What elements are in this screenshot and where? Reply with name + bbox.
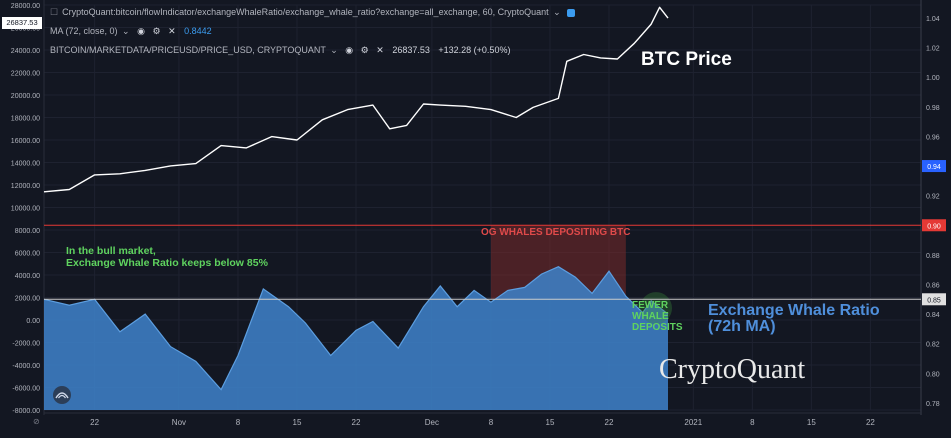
right-axis-tick: 0.80 (926, 371, 940, 378)
corner-z-icon: ⊘ (33, 417, 40, 426)
chevron-down-icon[interactable]: ⌄ (330, 45, 338, 55)
fewer-deposits-highlight (640, 292, 673, 325)
right-axis-tick: 0.88 (926, 253, 940, 260)
right-axis-tick: 0.82 (926, 342, 940, 349)
eye-icon[interactable]: ◉ (137, 26, 145, 36)
eye-icon[interactable]: ◉ (345, 45, 354, 55)
indicator-source-text: CryptoQuant:bitcoin/flowIndicator/exchan… (62, 7, 549, 17)
btc-price-label: BTC Price (641, 49, 732, 70)
left-axis: 28000.00 26000.00 24000.00 22000.00 20000.00… (11, 3, 40, 415)
x-axis-tick: Dec (425, 418, 439, 427)
left-axis-tick: -4000.00 (12, 363, 40, 370)
right-axis-tick: 0.86 (926, 282, 940, 289)
ewr-label-line1: Exchange Whale Ratio (708, 302, 880, 319)
price-badge: 26837.53 (2, 17, 42, 29)
close-icon[interactable]: ✕ (168, 26, 176, 36)
price-value: 26837.53 (392, 45, 430, 55)
x-axis-tick: 15 (807, 418, 816, 427)
logo-icon (53, 386, 71, 404)
left-axis-tick: 6000.00 (15, 251, 40, 258)
x-axis-tick: 15 (546, 418, 555, 427)
right-axis-tick: 0.84 (926, 312, 940, 319)
price-layer (43, 6, 669, 193)
chevron-down-icon[interactable]: ⌄ (122, 26, 130, 36)
ma-label: MA (72, close, 0) (50, 26, 118, 36)
left-axis-tick: 0.00 (26, 318, 40, 325)
cryptoquant-watermark: CryptoQuant (659, 354, 805, 385)
left-axis-tick: -6000.00 (12, 386, 40, 393)
chevron-down-icon[interactable]: ⌄ (553, 7, 561, 17)
price-header: BITCOIN/MARKETDATA/PRICEUSD/PRICE_USD, C… (50, 45, 510, 56)
left-axis-tick: 12000.00 (11, 183, 40, 190)
right-axis-tick: 1.04 (926, 16, 940, 23)
gear-icon[interactable]: ⚙ (152, 26, 161, 36)
x-axis-tick: 22 (352, 418, 361, 427)
x-axis-tick: 8 (236, 418, 241, 427)
eye-icon[interactable]: ☐ (50, 7, 59, 17)
left-axis-tick: 10000.00 (11, 206, 40, 213)
right-axis-tick: 1.02 (926, 46, 940, 53)
left-axis-tick: 4000.00 (15, 273, 40, 280)
left-axis-tick: -2000.00 (12, 341, 40, 348)
right-axis: 1.04 1.02 1.00 0.98 0.96 0.94 0.92 0.90 0.88 0.86… (926, 16, 940, 408)
threshold-layer (44, 224, 921, 300)
x-axis-tick: 8 (489, 418, 494, 427)
bull-market-line2: Exchange Whale Ratio keeps below 85% (66, 257, 269, 269)
left-axis-tick: 28000.00 (11, 3, 40, 10)
price-line (43, 6, 669, 193)
gear-icon[interactable]: ⚙ (360, 45, 369, 55)
right-badges: 0.94 0.90 0.85 (922, 160, 946, 306)
ma-value: 0.8442 (184, 26, 212, 36)
settings-badge-icon[interactable] (567, 8, 576, 17)
right-axis-tick: 0.98 (926, 105, 940, 112)
left-axis-tick: 20000.00 (11, 93, 40, 100)
x-axis: 22 Nov 8 15 22 Dec 8 15 22 2021 8 15 22 (90, 418, 875, 427)
ratio-badge-085-bg (922, 293, 946, 306)
ratio-badge-090-bg (922, 219, 946, 232)
left-axis-tick: 2000.00 (15, 296, 40, 303)
x-axis-tick: 22 (605, 418, 614, 427)
right-axis-tick: 1.00 (926, 75, 940, 82)
fewer-whale-line2: WHALE (632, 311, 669, 322)
left-axis-tick: 18000.00 (11, 116, 40, 123)
fewer-whale-line3: DEPOSITS (632, 322, 683, 333)
ewr-label-line2: (72h MA) (708, 318, 776, 335)
right-axis-tick: 0.96 (926, 134, 940, 141)
ratio-badge-094: 0.94 (927, 164, 941, 171)
ma-header: MA (72, close, 0) ⌄ ◉ ⚙ ✕ 0.8442 (50, 26, 212, 37)
ratio-area (44, 266, 668, 410)
ratio-badge-090: 0.90 (927, 223, 941, 230)
left-axis-tick: -8000.00 (12, 408, 40, 415)
x-axis-tick: 22 (866, 418, 875, 427)
left-axis-tick: 16000.00 (11, 138, 40, 145)
x-axis-tick: 2021 (684, 418, 702, 427)
x-axis-tick: Nov (172, 418, 186, 427)
x-axis-tick: 8 (750, 418, 755, 427)
og-whales-label: OG WHALES DEPOSITING BTC (481, 227, 630, 238)
left-axis-tick: 8000.00 (15, 228, 40, 235)
fewer-whale-line1: FEWER (632, 300, 669, 311)
x-axis-tick: 15 (293, 418, 302, 427)
left-axis-tick: 24000.00 (11, 48, 40, 55)
price-change: +132.28 (+0.50%) (438, 45, 511, 55)
left-axis-tick: 14000.00 (11, 161, 40, 168)
ratio-badge-094-bg (922, 160, 946, 173)
left-axis-tick: 26000.00 (11, 26, 40, 33)
x-axis-tick: 22 (90, 418, 99, 427)
price-source: BITCOIN/MARKETDATA/PRICEUSD/PRICE_USD, C… (50, 45, 326, 55)
ratio-line (43, 266, 669, 391)
right-axis-tick: 0.92 (926, 194, 940, 201)
left-axis-tick: 22000.00 (11, 71, 40, 78)
indicator-header: ☐ CryptoQuant:bitcoin/flowIndicator/excha… (50, 7, 576, 18)
right-axis-tick: 0.78 (926, 401, 940, 408)
close-icon[interactable]: ✕ (376, 45, 384, 55)
ratio-badge-085: 0.85 (927, 297, 941, 304)
ratio-layer (43, 266, 673, 410)
bull-market-line1: In the bull market, (66, 245, 156, 257)
